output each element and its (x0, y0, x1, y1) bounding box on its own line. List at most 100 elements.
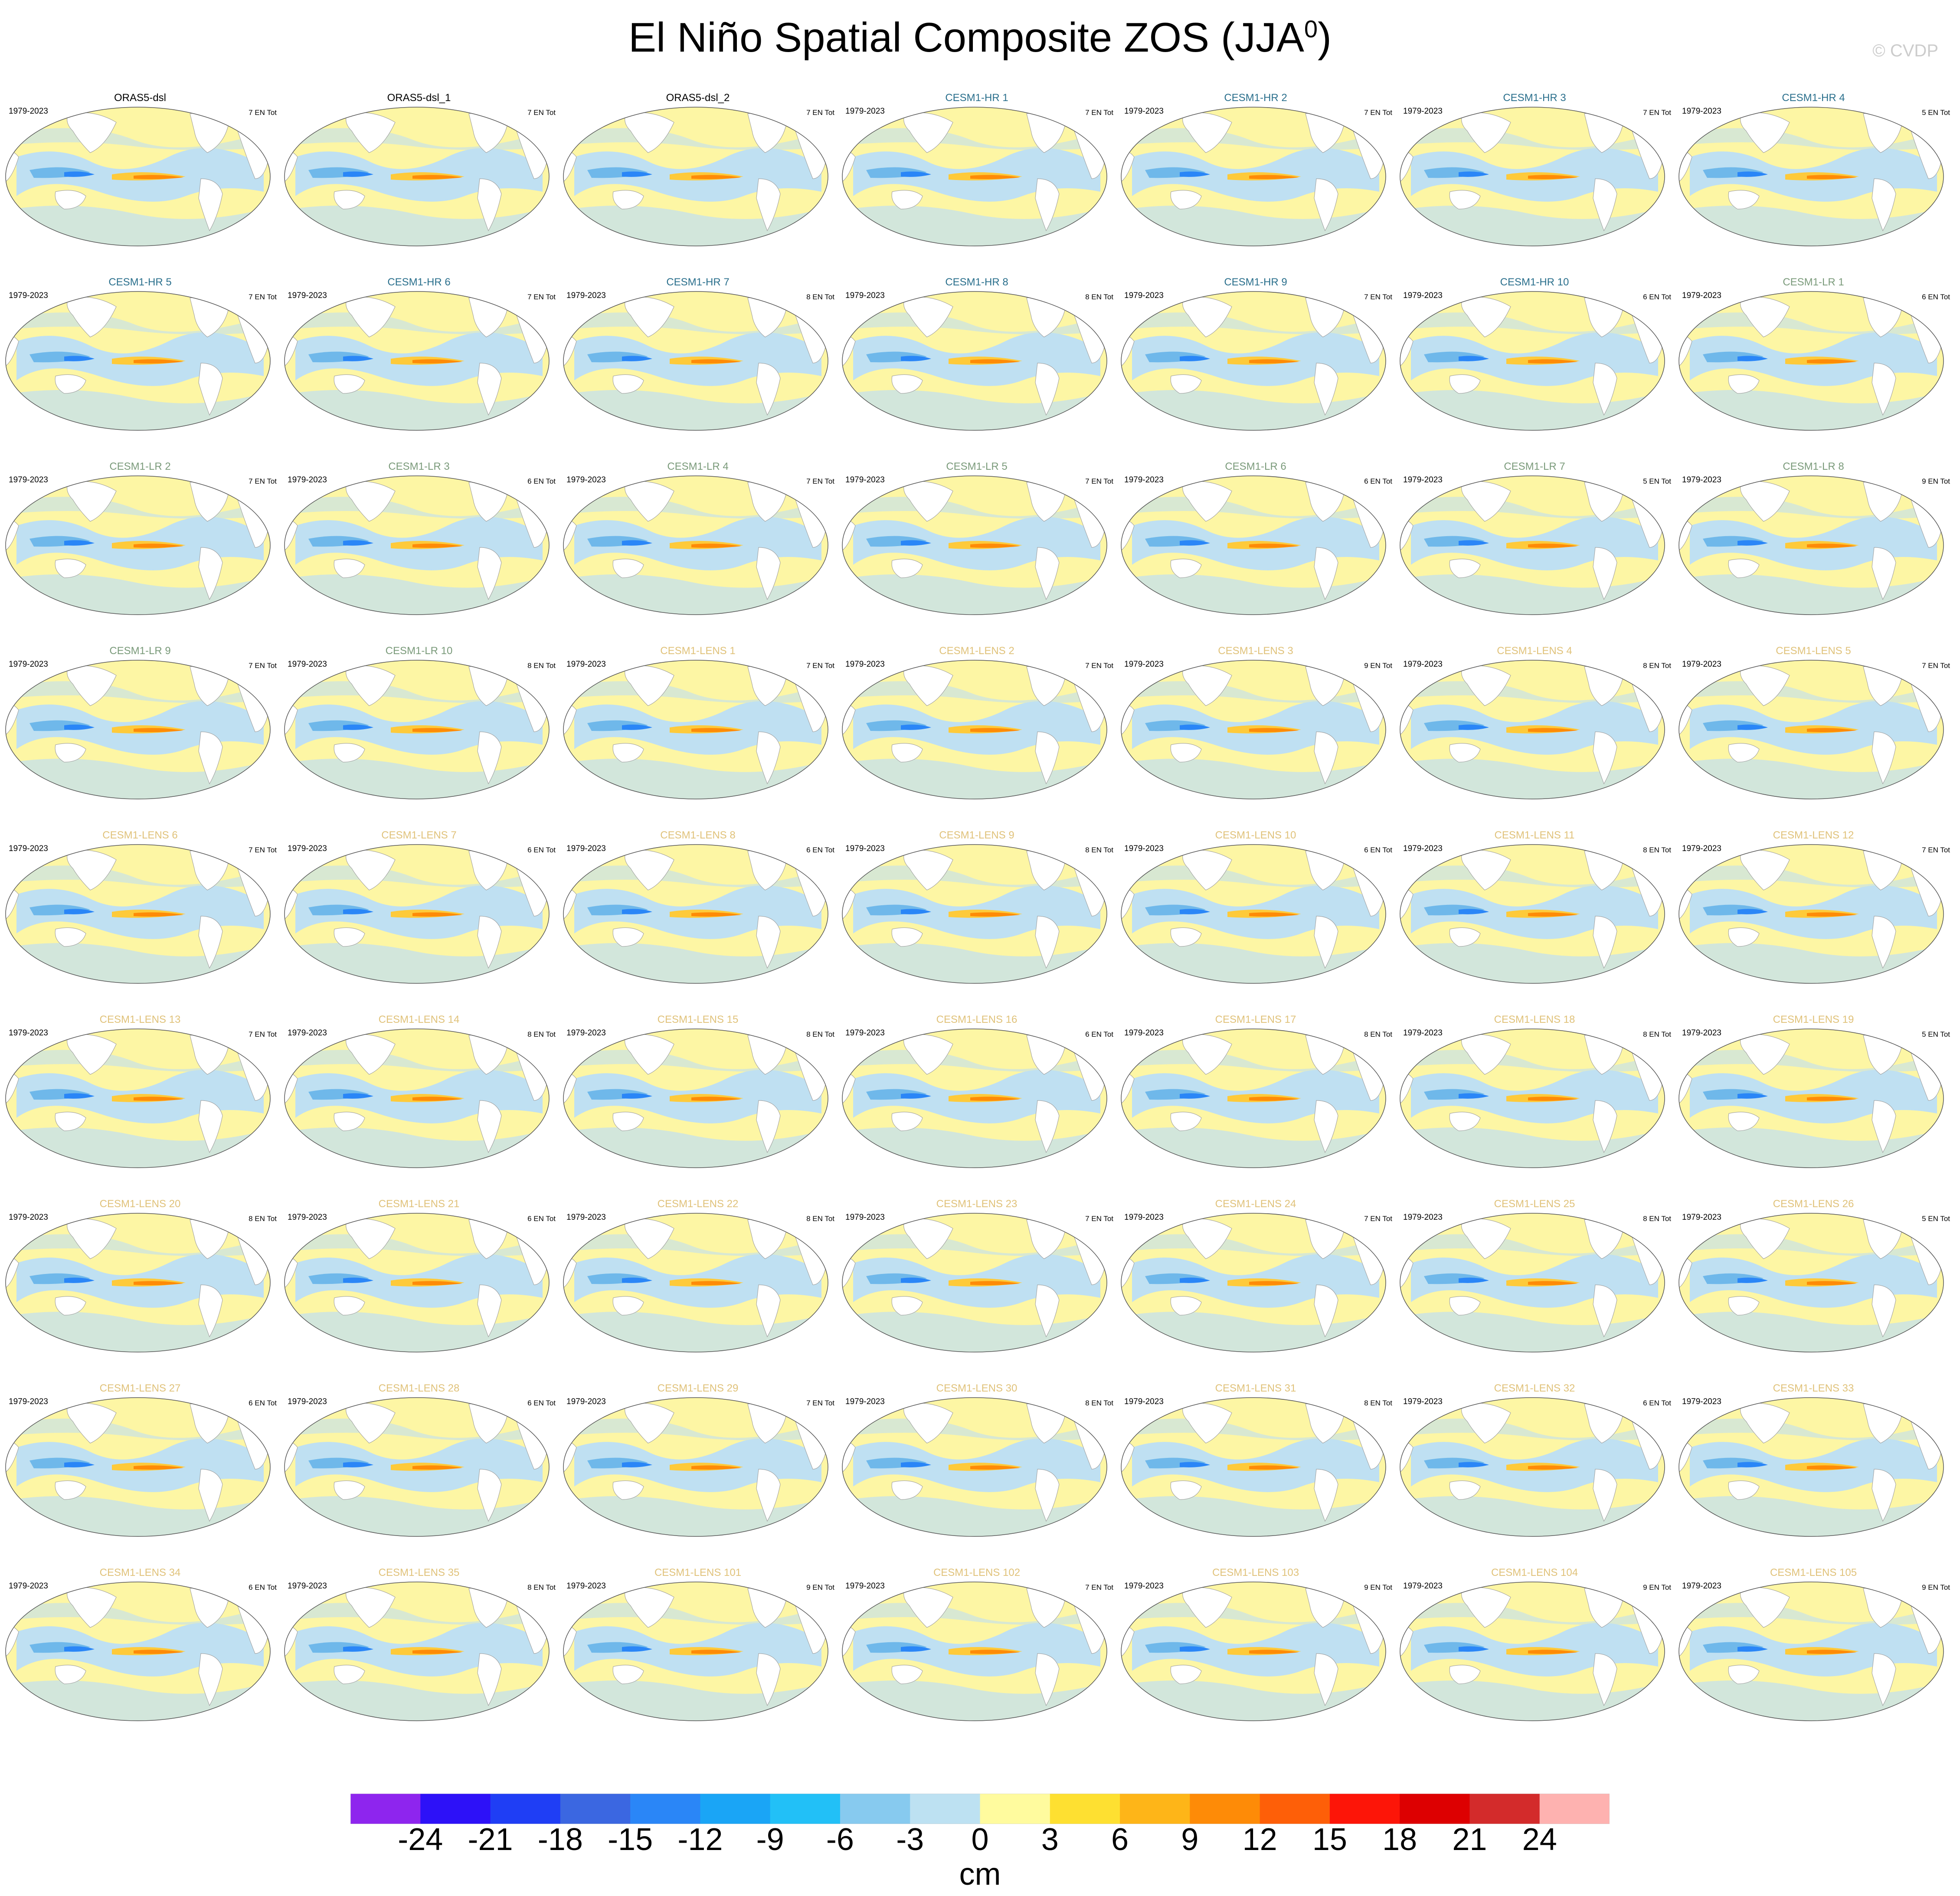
panel-title: CESM1-LENS 33 (1773, 1382, 1854, 1394)
panel-years: 1979-2023 (845, 1213, 885, 1222)
panel-title: CESM1-LR 5 (946, 461, 1008, 472)
copyright-label: © CVDP (1872, 41, 1938, 60)
panel-title: CESM1-LENS 31 (1215, 1382, 1296, 1394)
panel-title: CESM1-HR 10 (1500, 276, 1569, 288)
panel-event-count: 7 EN Tot (806, 661, 834, 670)
panel-event-count: 7 EN Tot (1364, 108, 1392, 117)
panel-years: 1979-2023 (1124, 107, 1164, 116)
colorbar-tick-label: 9 (1181, 1822, 1199, 1857)
panel-title: CESM1-LENS 8 (660, 829, 736, 841)
panel-event-count: 5 EN Tot (1922, 108, 1950, 117)
map-panel: CESM1-HR 7 1979-2023 8 EN Tot (561, 276, 834, 450)
globe-map-image (1398, 1027, 1667, 1170)
panel-title: CESM1-LENS 17 (1215, 1014, 1296, 1025)
map-panel: CESM1-LENS 25 1979-2023 8 EN Tot (1398, 1198, 1671, 1372)
panel-title: CESM1-LENS 6 (102, 829, 178, 841)
panel-years: 1979-2023 (9, 844, 48, 853)
globe-map-image (1119, 1211, 1388, 1354)
colorbar-swatch (1050, 1794, 1120, 1824)
panel-years: 1979-2023 (1403, 1213, 1443, 1222)
globe-map-image (282, 474, 551, 617)
panel-title: CESM1-LR 10 (385, 645, 453, 657)
panel-title: CESM1-LENS 13 (99, 1014, 181, 1025)
panel-years: 1979-2023 (1403, 1397, 1443, 1406)
panel-years: 1979-2023 (1124, 1397, 1164, 1406)
panel-years: 1979-2023 (1682, 475, 1721, 485)
globe-map-image (1119, 1580, 1388, 1723)
panel-title: CESM1-LENS 20 (99, 1198, 181, 1210)
map-panel: CESM1-LENS 27 1979-2023 6 EN Tot (3, 1382, 277, 1556)
panel-event-count: 8 EN Tot (249, 1215, 277, 1223)
colorbar-swatch (980, 1794, 1050, 1824)
globe-map-image (1398, 658, 1667, 801)
map-panel: CESM1-LR 5 1979-2023 7 EN Tot (840, 461, 1113, 634)
panel-years: 1979-2023 (1124, 844, 1164, 853)
map-panel: CESM1-LENS 35 1979-2023 8 EN Tot (282, 1567, 556, 1740)
globe-map-image (1398, 474, 1667, 617)
map-panel: CESM1-HR 6 1979-2023 7 EN Tot (282, 276, 556, 450)
panel-title: CESM1-LENS 102 (933, 1567, 1021, 1578)
panel-event-count: 7 EN Tot (249, 477, 277, 485)
panel-years: 1979-2023 (1682, 107, 1721, 116)
colorbar-tick-label: 21 (1452, 1822, 1487, 1857)
panel-title: ORAS5-dsl (114, 92, 167, 104)
panel-title: CESM1-LENS 19 (1773, 1014, 1854, 1025)
panel-event-count: 6 EN Tot (249, 1399, 277, 1407)
globe-map-image (1119, 289, 1388, 432)
panel-event-count: 6 EN Tot (1364, 846, 1392, 854)
map-panel: CESM1-LR 3 1979-2023 6 EN Tot (282, 461, 556, 634)
globe-map-image (282, 1211, 551, 1354)
globe-map-image (3, 658, 272, 801)
map-panel: CESM1-LENS 11 1979-2023 8 EN Tot (1398, 829, 1671, 1003)
map-panel: CESM1-LENS 22 1979-2023 8 EN Tot (561, 1198, 834, 1372)
panel-years: 1979-2023 (1682, 1213, 1721, 1222)
panel-years: 1979-2023 (566, 660, 606, 669)
colorbar-swatch (1260, 1794, 1330, 1824)
globe-map-image (561, 289, 830, 432)
globe-map-image (561, 1395, 830, 1539)
panel-title: CESM1-LENS 25 (1494, 1198, 1575, 1210)
panel-event-count: 7 EN Tot (806, 477, 834, 485)
colorbar-tick-label: -18 (537, 1822, 583, 1857)
panel-years: 1979-2023 (566, 291, 606, 300)
figure-title: El Niño Spatial Composite ZOS (JJA0) (628, 14, 1332, 61)
map-panel: CESM1-LR 1 1979-2023 6 EN Tot (1677, 276, 1950, 450)
globe-map-image (1677, 1580, 1946, 1723)
map-panel: CESM1-LENS 2 1979-2023 7 EN Tot (840, 645, 1113, 819)
panel-title: CESM1-LR 3 (388, 461, 450, 472)
globe-map-image (3, 1211, 272, 1354)
panel-event-count: 6 EN Tot (527, 1399, 556, 1407)
map-panel: CESM1-LENS 104 1979-2023 9 EN Tot (1398, 1567, 1671, 1740)
panel-title: CESM1-LR 1 (1783, 276, 1844, 288)
panel-years: 1979-2023 (9, 1582, 48, 1591)
panel-years: 1979-2023 (1124, 1582, 1164, 1591)
panel-years: 1979-2023 (9, 1397, 48, 1406)
colorbar-tick-label: 15 (1312, 1822, 1347, 1857)
map-panel: CESM1-LR 7 1979-2023 5 EN Tot (1398, 461, 1671, 634)
map-panel: CESM1-LR 2 1979-2023 7 EN Tot (3, 461, 277, 634)
map-panel: CESM1-LR 6 1979-2023 6 EN Tot (1119, 461, 1392, 634)
map-panel: ORAS5-dsl 1979-2023 7 EN Tot (3, 92, 277, 265)
panel-event-count: 8 EN Tot (806, 1215, 834, 1223)
globe-map-image (282, 289, 551, 432)
map-panel: CESM1-LENS 102 1979-2023 7 EN Tot (840, 1567, 1113, 1740)
colorbar-tick-label: -9 (756, 1822, 784, 1857)
map-panel: CESM1-LENS 13 1979-2023 7 EN Tot (3, 1014, 277, 1187)
panel-years: 1979-2023 (1403, 475, 1443, 485)
colorbar-tick-label: -21 (468, 1822, 513, 1857)
panel-title: CESM1-HR 5 (108, 276, 172, 288)
panel-years: 1979-2023 (1124, 475, 1164, 485)
panel-years: 1979-2023 (9, 1213, 48, 1222)
globe-map-image (840, 105, 1109, 248)
panel-event-count: 7 EN Tot (249, 1030, 277, 1038)
panel-event-count: 7 EN Tot (249, 293, 277, 301)
globe-map-image (1119, 1395, 1388, 1539)
panel-title: CESM1-LENS 35 (378, 1567, 460, 1578)
panel-event-count: 8 EN Tot (1364, 1030, 1392, 1038)
colorbar-swatch (1329, 1794, 1400, 1824)
globe-map-image (282, 842, 551, 986)
globe-map-image (1677, 474, 1946, 617)
panel-title: CESM1-LR 7 (1504, 461, 1565, 472)
panel-title: CESM1-LENS 9 (939, 829, 1014, 841)
panel-event-count: 6 EN Tot (527, 477, 556, 485)
